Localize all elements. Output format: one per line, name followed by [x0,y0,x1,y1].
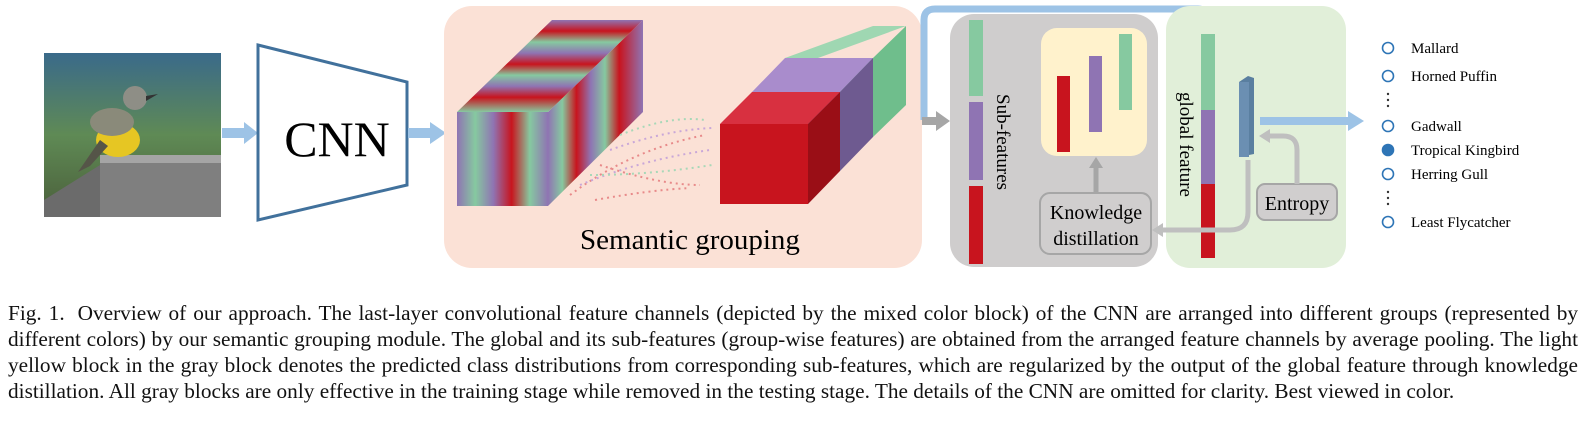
sub-features-label: Sub-features [992,94,1013,190]
class-radio [1381,167,1395,181]
caption-label: Fig. 1. [8,301,65,325]
entropy-label: Entropy [1265,193,1329,215]
knowledge-distillation-box: Knowledge distillation [1039,192,1152,255]
grouping-arrows [569,118,713,201]
figure-caption: Fig. 1. Overview of our approach. The la… [8,300,1578,404]
mixed-feature-cube [457,20,643,206]
global-feature-green-segment [1201,34,1215,110]
class-name: Mallard [1411,41,1459,57]
class-name: Least Flycatcher [1411,215,1511,231]
knowledge-distillation-line1: Knowledge [1050,202,1142,224]
sub-feature-purple-bar [969,102,983,180]
cnn-block: CNN [256,43,409,222]
class-name: Tropical Kingbird [1411,143,1520,159]
overview-diagram: CNN [44,5,1520,268]
global-feature-purple-segment [1201,110,1215,184]
ellipsis-dot [1386,190,1390,194]
global-feature-panel: global feature Entropy [1166,6,1346,268]
arrow-entropy-feedback [1268,133,1300,184]
distribution-purple-bar [1089,56,1102,132]
arrowhead-kd-input [1152,223,1163,237]
semantic-grouping-panel: Semantic grouping [444,6,922,268]
input-bird-image [44,53,221,217]
global-feature-red-segment [1201,184,1215,258]
arrow-global-to-kd [1162,160,1251,233]
class-distribution-panel [1041,28,1147,156]
semantic-grouping-label: Semantic grouping [580,224,800,256]
ellipsis-dot [1386,92,1390,96]
entropy-box: Entropy [1256,183,1338,221]
class-radio [1381,41,1395,55]
caption-text: Overview of our approach. The last-layer… [8,301,1579,403]
arrowhead-entropy [1259,129,1270,143]
global-feature-label: global feature [1175,92,1196,197]
sub-feature-red-bar [969,186,983,264]
ellipsis-dot [1386,98,1390,102]
class-prediction-list: Mallard Horned Puffin Gadwall Tropical King… [1381,41,1520,231]
ellipsis-dot [1386,104,1390,108]
sub-feature-green-bar [969,20,983,96]
knowledge-distillation-line2: distillation [1053,228,1139,250]
arrow-cnn-to-grouping [408,122,446,144]
class-radio [1381,119,1395,133]
class-radio [1381,69,1395,83]
arrowhead-kd [1089,157,1103,168]
ellipsis-dot [1386,196,1390,200]
grouped-feature-cube [720,26,906,204]
class-radio-selected [1381,143,1395,157]
training-gray-panel: Sub-features Knowledge distillation [950,14,1158,267]
arrow-image-to-cnn [222,122,258,144]
class-name: Gadwall [1411,119,1462,135]
ellipsis-dot [1386,202,1390,206]
global-prediction-bar-front [1239,82,1249,157]
distribution-green-bar [1119,34,1132,110]
class-name: Herring Gull [1411,167,1488,183]
arrow-to-sub-features [922,111,950,131]
arrow-to-output [1260,111,1364,131]
distribution-red-bar [1057,76,1070,152]
class-radio [1381,215,1395,229]
cnn-label: CNN [284,111,390,167]
class-name: Horned Puffin [1411,69,1497,85]
